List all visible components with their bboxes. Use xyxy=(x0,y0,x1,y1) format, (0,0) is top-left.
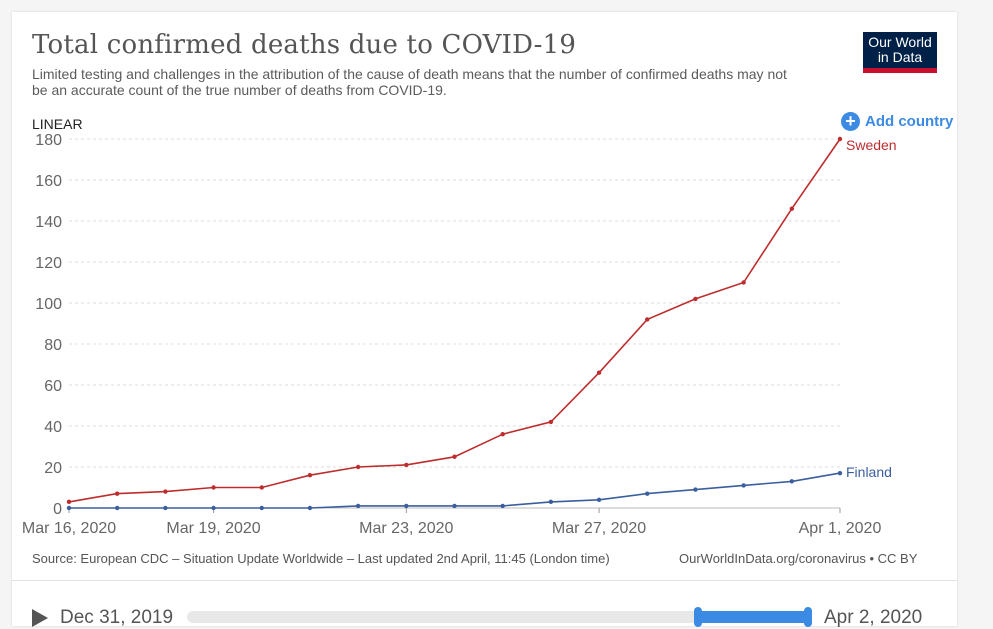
y-tick-label: 100 xyxy=(35,296,62,313)
data-point-sweden xyxy=(355,464,361,470)
y-tick-label: 140 xyxy=(35,214,62,231)
timeline-end-handle[interactable] xyxy=(804,607,812,627)
chart-subtitle: Limited testing and challenges in the at… xyxy=(32,66,787,98)
plus-icon: + xyxy=(841,111,860,131)
series-lines xyxy=(68,138,841,509)
data-point-finland xyxy=(500,503,505,509)
data-point-finland xyxy=(693,487,698,492)
data-point-finland xyxy=(355,503,361,509)
x-tick-label: Mar 23, 2020 xyxy=(359,520,453,537)
data-point-sweden xyxy=(307,473,313,478)
data-point-sweden xyxy=(789,206,795,211)
y-axis-ticks: 0 20 40 60 80 100 120 140 160 180 xyxy=(35,132,62,518)
series-label-sweden: Sweden xyxy=(846,137,897,153)
series-line-sweden xyxy=(68,138,841,503)
y-tick-label: 40 xyxy=(44,419,62,436)
data-point-sweden xyxy=(548,419,554,425)
timeline-selected-range[interactable] xyxy=(697,611,807,623)
data-point-finland xyxy=(452,503,457,509)
timeline-track[interactable] xyxy=(187,611,812,623)
y-tick-label: 160 xyxy=(35,173,62,190)
y-tick-label: 60 xyxy=(44,378,62,395)
x-tick-label: Mar 27, 2020 xyxy=(552,520,646,537)
data-point-sweden xyxy=(259,485,264,490)
series-labels: Sweden Finland xyxy=(846,137,897,480)
data-point-sweden xyxy=(741,280,746,285)
x-tick-label: Mar 16, 2020 xyxy=(22,520,116,537)
data-point-finland xyxy=(789,479,795,484)
timeline-end-label: Apr 2, 2020 xyxy=(824,607,923,628)
y-tick-label: 180 xyxy=(35,132,62,149)
data-point-finland xyxy=(596,497,602,502)
credit-link[interactable]: OurWorldInData.org/coronavirus • CC BY xyxy=(679,551,918,566)
timeline-start-handle[interactable] xyxy=(694,607,702,627)
x-tick-label: Mar 19, 2020 xyxy=(166,520,260,537)
data-point-finland xyxy=(404,503,409,509)
series-label-finland: Finland xyxy=(846,464,892,480)
timeline: Dec 31, 2019 Apr 2, 2020 xyxy=(12,580,957,628)
play-icon[interactable] xyxy=(32,609,48,627)
data-point-finland xyxy=(66,505,72,511)
y-tick-label: 0 xyxy=(53,501,62,518)
owid-logo[interactable]: Our World in Data xyxy=(863,32,937,73)
data-point-finland xyxy=(211,505,216,511)
logo-line-2: in Data xyxy=(877,49,923,65)
add-country-label: Add country xyxy=(865,112,954,130)
data-point-sweden xyxy=(596,370,602,375)
data-point-finland xyxy=(259,505,264,511)
source-note: Source: European CDC – Situation Update … xyxy=(32,551,610,566)
timeline-start-label: Dec 31, 2019 xyxy=(60,607,174,628)
data-point-sweden xyxy=(163,489,168,494)
data-point-sweden xyxy=(837,136,843,142)
data-point-finland xyxy=(307,505,313,511)
data-point-sweden xyxy=(114,491,120,496)
data-point-finland xyxy=(548,499,554,505)
grid-lines xyxy=(69,138,840,468)
series-points xyxy=(66,136,843,511)
data-point-sweden xyxy=(452,454,457,459)
data-point-finland xyxy=(163,505,168,511)
data-point-sweden xyxy=(645,317,650,322)
y-tick-label: 80 xyxy=(44,337,62,354)
add-country-button[interactable]: + Add country xyxy=(841,110,953,132)
data-point-sweden xyxy=(404,462,409,468)
x-tick-label: Apr 1, 2020 xyxy=(799,520,882,537)
data-point-sweden xyxy=(211,485,216,490)
y-tick-label: 120 xyxy=(35,255,62,272)
chart-title: Total confirmed deaths due to COVID-19 xyxy=(32,30,577,60)
data-point-finland xyxy=(645,491,650,496)
scale-toggle[interactable]: LINEAR xyxy=(32,116,83,132)
data-point-sweden xyxy=(66,499,72,505)
data-point-sweden xyxy=(693,296,698,302)
data-point-finland xyxy=(114,505,120,511)
y-tick-label: 20 xyxy=(44,460,62,477)
data-point-finland xyxy=(837,470,843,476)
data-point-finland xyxy=(741,483,746,488)
chart-card: Total confirmed deaths due to COVID-19 L… xyxy=(12,12,957,628)
logo-line-1: Our World xyxy=(868,34,932,50)
x-axis-ticks: Mar 16, 2020 Mar 19, 2020 Mar 23, 2020 Mar … xyxy=(22,507,882,537)
data-point-sweden xyxy=(500,432,505,437)
